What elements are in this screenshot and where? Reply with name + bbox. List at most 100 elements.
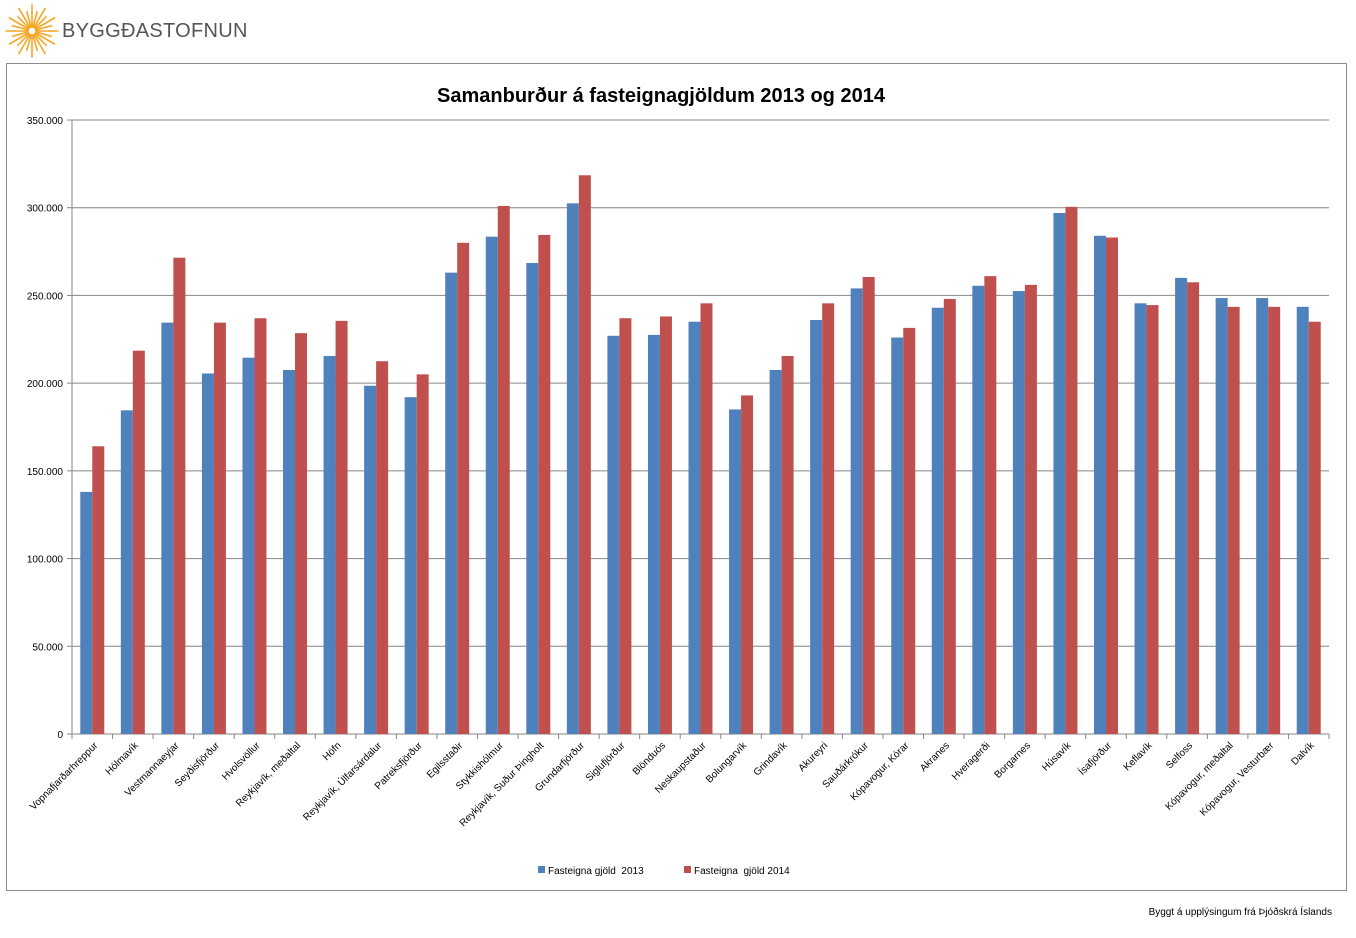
y-tick-label: 250.000 <box>27 291 64 302</box>
bar-2014 <box>1146 305 1159 734</box>
x-tick-label: Kópavogur, meðaltal <box>1163 740 1236 813</box>
bar-2013 <box>566 203 579 735</box>
bar-2014 <box>92 446 105 734</box>
bar-2013 <box>1012 291 1025 734</box>
bar-2014 <box>1268 306 1281 734</box>
x-tick-label: Bolungarvík <box>704 740 750 786</box>
bar-2013 <box>242 357 255 734</box>
bar-2014 <box>254 318 267 734</box>
bar-2014 <box>376 361 389 734</box>
bar-2013 <box>1296 306 1309 734</box>
x-tick-label: Ísafjörður <box>1075 738 1114 777</box>
bar-2013 <box>729 409 742 734</box>
bar-2014 <box>659 316 672 734</box>
legend-label: Fasteigna gjöld 2014 <box>694 866 790 877</box>
bar-2014 <box>497 205 510 734</box>
bar-2013 <box>485 236 498 734</box>
x-tick-label: Reykjavík, Úlfarsárdalur <box>300 738 385 823</box>
bar-2013 <box>1215 298 1228 734</box>
bar-2014 <box>903 327 916 734</box>
bar-2013 <box>1134 303 1147 734</box>
y-tick-label: 150.000 <box>27 467 64 478</box>
chart-frame <box>6 63 1347 891</box>
x-tick-label: Dalvík <box>1289 740 1317 768</box>
x-tick-label: Hveragerði <box>949 740 992 783</box>
x-tick-label: Kópavogur, Vesturbær <box>1198 740 1277 819</box>
bar-2014 <box>538 234 551 735</box>
bar-2014 <box>741 395 754 734</box>
bar-2014 <box>1227 306 1240 734</box>
source-note: Byggt á upplýsingum frá Þjóðskrá Íslands <box>1148 907 1332 918</box>
brand-name: BYGGÐASTOFNUN <box>62 19 248 42</box>
legend-swatch <box>538 866 545 873</box>
sunburst-logo-icon <box>5 4 59 58</box>
bar-2014 <box>335 320 348 734</box>
y-tick-label: 200.000 <box>27 379 64 390</box>
x-tick-label: Vopnafjarðarhreppur <box>27 739 100 812</box>
bar-2013 <box>120 410 133 734</box>
x-tick-label: Akureyri <box>797 740 831 774</box>
bar-2014 <box>578 175 591 734</box>
bar-2014 <box>822 303 835 734</box>
x-tick-label: Blönduós <box>631 740 668 777</box>
bar-2013 <box>283 369 296 734</box>
bar-2014 <box>213 322 226 734</box>
bar-2013 <box>1256 298 1269 734</box>
legend-label: Fasteigna gjöld 2013 <box>548 866 644 877</box>
bar-2014 <box>173 257 186 734</box>
legend-swatch <box>684 866 691 873</box>
bar-2014 <box>984 276 997 734</box>
x-tick-label: Keflavík <box>1122 740 1156 774</box>
bar-2013 <box>445 272 458 734</box>
bar-2013 <box>1053 212 1066 734</box>
bar-2013 <box>850 288 863 734</box>
bar-2013 <box>931 307 944 734</box>
y-tick-label: 300.000 <box>27 204 64 215</box>
x-tick-label: Selfoss <box>1164 740 1195 771</box>
bar-2013 <box>364 385 377 734</box>
bar-2013 <box>323 355 336 734</box>
x-tick-label: Hólmavík <box>104 740 142 778</box>
bar-2013 <box>1175 277 1188 734</box>
x-tick-label: Hvolsvöllur <box>220 740 263 783</box>
y-tick-label: 100.000 <box>27 555 64 566</box>
x-tick-label: Grindavík <box>752 740 791 779</box>
bar-2014 <box>700 303 713 734</box>
x-tick-label: Egilsstaðir <box>424 739 466 781</box>
bar-2014 <box>619 318 632 734</box>
x-tick-label: Akranes <box>918 740 952 774</box>
bar-2014 <box>1308 321 1321 734</box>
bar-2014 <box>1187 282 1200 734</box>
bar-2013 <box>891 337 904 734</box>
bar-2014 <box>295 333 308 734</box>
bar-2013 <box>161 322 174 734</box>
bar-2014 <box>1065 206 1078 734</box>
bar-2014 <box>416 374 429 734</box>
bar-2013 <box>1093 235 1106 735</box>
bar-2013 <box>201 373 214 734</box>
bar-2013 <box>972 285 985 734</box>
x-tick-label: Reykjavík, Suður Þingholt <box>457 739 547 829</box>
y-tick-label: 0 <box>57 730 63 741</box>
x-tick-label: Húsavík <box>1040 740 1074 774</box>
x-tick-label: Höfn <box>321 740 344 763</box>
bar-2013 <box>526 262 539 734</box>
bar-2014 <box>862 277 875 734</box>
bar-2014 <box>943 298 956 734</box>
bar-2014 <box>457 242 470 735</box>
bar-2013 <box>769 369 782 734</box>
chart-title: Samanburður á fasteignagjöldum 2013 og 2… <box>437 85 886 107</box>
y-tick-label: 50.000 <box>32 642 63 653</box>
x-tick-label: Siglufjörður <box>583 739 628 784</box>
y-tick-label: 350.000 <box>27 116 64 127</box>
bar-2013 <box>688 321 701 734</box>
brand-logo: BYGGÐASTOFNUN <box>4 2 248 60</box>
bar-2014 <box>1105 237 1118 734</box>
bar-2013 <box>607 335 620 734</box>
bar-2013 <box>810 319 823 734</box>
bar-2013 <box>80 491 93 734</box>
bar-2014 <box>781 355 794 734</box>
bar-2014 <box>1024 284 1037 734</box>
bar-2013 <box>647 334 660 734</box>
